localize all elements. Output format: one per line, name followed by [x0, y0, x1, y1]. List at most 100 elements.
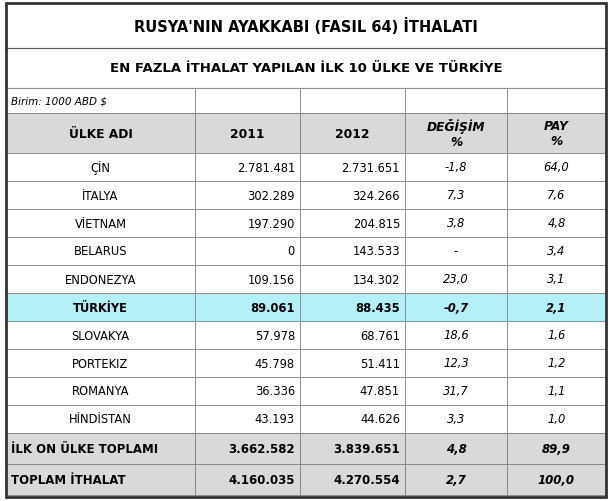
Text: 0: 0 [288, 245, 295, 258]
Text: 4,8: 4,8 [446, 442, 466, 455]
Text: 1,6: 1,6 [547, 329, 565, 342]
Bar [6, 114, 195, 154]
Bar [300, 154, 405, 182]
Bar [507, 209, 606, 237]
Bar [405, 349, 507, 377]
Bar [507, 405, 606, 433]
Bar [300, 377, 405, 405]
Text: DEĞİŞİM
%: DEĞİŞİM % [427, 119, 485, 149]
Bar [300, 464, 405, 495]
Bar [300, 89, 405, 114]
Text: ROMANYA: ROMANYA [72, 385, 129, 398]
Text: 45.798: 45.798 [255, 357, 295, 370]
Bar [405, 209, 507, 237]
Text: 4,8: 4,8 [547, 217, 565, 230]
Text: TOPLAM İTHALAT: TOPLAM İTHALAT [11, 473, 125, 486]
Text: 204.815: 204.815 [353, 217, 400, 230]
Text: İTALYA: İTALYA [82, 189, 119, 202]
Text: Birim: 1000 ABD $: Birim: 1000 ABD $ [11, 96, 107, 106]
Bar [195, 237, 300, 266]
Text: 2011: 2011 [230, 127, 265, 140]
Bar [507, 349, 606, 377]
Bar [300, 294, 405, 321]
Bar [507, 433, 606, 464]
Bar [6, 433, 195, 464]
Text: 12,3: 12,3 [443, 357, 469, 370]
Bar [6, 237, 195, 266]
Bar [405, 114, 507, 154]
Text: 64,0: 64,0 [543, 161, 569, 174]
Bar [507, 321, 606, 349]
Bar [507, 89, 606, 114]
Text: 68.761: 68.761 [360, 329, 400, 342]
Bar [405, 237, 507, 266]
Bar [507, 154, 606, 182]
Bar [6, 49, 606, 89]
Bar [300, 321, 405, 349]
Text: 43.193: 43.193 [255, 413, 295, 426]
Bar [195, 154, 300, 182]
Text: HİNDİSTAN: HİNDİSTAN [69, 413, 132, 426]
Text: 3.839.651: 3.839.651 [334, 442, 400, 455]
Text: TÜRKİYE: TÜRKİYE [73, 301, 128, 314]
Text: VİETNAM: VİETNAM [75, 217, 127, 230]
Text: 143.533: 143.533 [353, 245, 400, 258]
Text: 3,8: 3,8 [447, 217, 465, 230]
Bar [300, 182, 405, 209]
Bar [300, 433, 405, 464]
Bar [300, 237, 405, 266]
Bar [507, 237, 606, 266]
Bar [6, 209, 195, 237]
Text: 1,1: 1,1 [547, 385, 565, 398]
Bar [300, 266, 405, 294]
Text: 3,3: 3,3 [447, 413, 465, 426]
Bar [6, 154, 195, 182]
Text: 57.978: 57.978 [255, 329, 295, 342]
Bar [6, 377, 195, 405]
Bar [507, 114, 606, 154]
Text: 1,2: 1,2 [547, 357, 565, 370]
Text: 109.156: 109.156 [248, 273, 295, 286]
Bar [507, 377, 606, 405]
Text: 324.266: 324.266 [353, 189, 400, 202]
Bar [6, 4, 606, 49]
Text: 47.851: 47.851 [360, 385, 400, 398]
Text: 18,6: 18,6 [443, 329, 469, 342]
Bar [405, 377, 507, 405]
Bar [405, 405, 507, 433]
Text: SLOVAKYA: SLOVAKYA [72, 329, 130, 342]
Bar [405, 433, 507, 464]
Bar [6, 405, 195, 433]
Text: -: - [454, 245, 458, 258]
Bar [195, 114, 300, 154]
Text: 44.626: 44.626 [360, 413, 400, 426]
Bar [6, 349, 195, 377]
Text: 197.290: 197.290 [248, 217, 295, 230]
Bar [507, 464, 606, 495]
Bar [195, 294, 300, 321]
Bar [405, 266, 507, 294]
Text: 2.781.481: 2.781.481 [237, 161, 295, 174]
Text: ÇİN: ÇİN [91, 161, 111, 175]
Bar [507, 294, 606, 321]
Text: 302.289: 302.289 [247, 189, 295, 202]
Text: 7,3: 7,3 [447, 189, 465, 202]
Bar [300, 349, 405, 377]
Text: 7,6: 7,6 [547, 189, 565, 202]
Text: 23,0: 23,0 [443, 273, 469, 286]
Text: -1,8: -1,8 [445, 161, 467, 174]
Text: 100,0: 100,0 [538, 473, 575, 486]
Text: 89.061: 89.061 [250, 301, 295, 314]
Bar [405, 182, 507, 209]
Bar [300, 209, 405, 237]
Text: 89,9: 89,9 [542, 442, 571, 455]
Bar [195, 349, 300, 377]
Bar [6, 464, 195, 495]
Text: 134.302: 134.302 [353, 273, 400, 286]
Bar [195, 182, 300, 209]
Bar [6, 321, 195, 349]
Text: 4.160.035: 4.160.035 [228, 473, 295, 486]
Bar [195, 464, 300, 495]
Text: 31,7: 31,7 [443, 385, 469, 398]
Text: 4.270.554: 4.270.554 [334, 473, 400, 486]
